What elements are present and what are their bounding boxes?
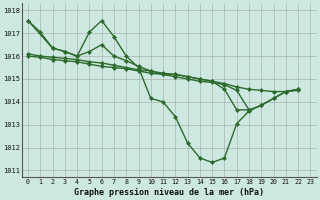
X-axis label: Graphe pression niveau de la mer (hPa): Graphe pression niveau de la mer (hPa)	[74, 188, 264, 197]
